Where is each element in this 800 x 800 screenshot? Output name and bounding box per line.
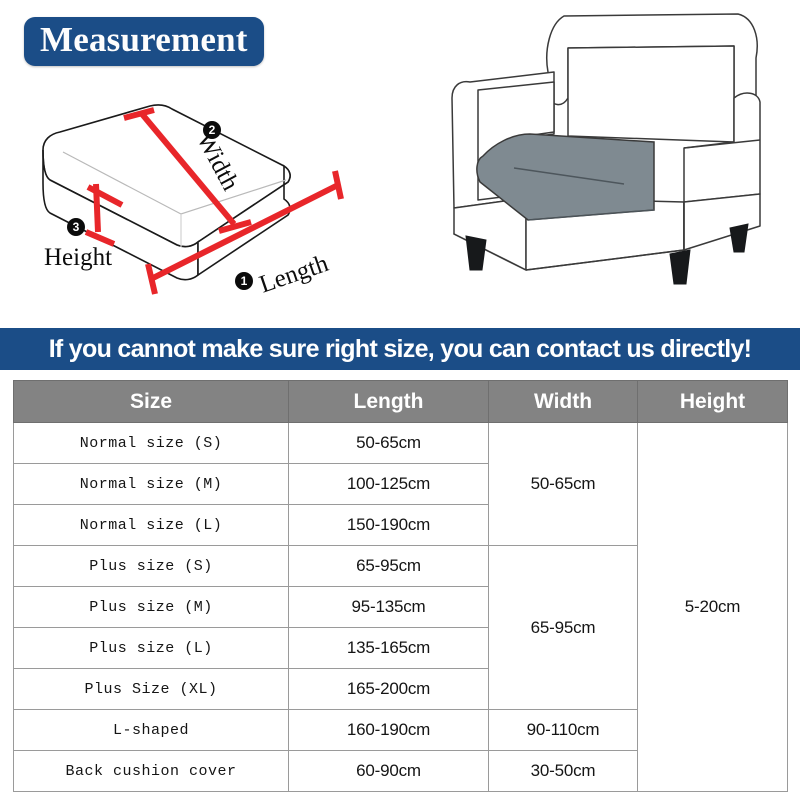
cell-length: 60-90cm [288, 750, 489, 792]
contact-banner: If you cannot make sure right size, you … [0, 328, 800, 370]
measurement-title-badge: Measurement [24, 17, 264, 66]
cell-size: Normal size (M) [13, 463, 289, 505]
marker-1-icon: 1 [235, 272, 253, 290]
seat-cushion-front-edge [527, 209, 655, 221]
size-table: Size Length Width Height Normal size (S)… [13, 380, 788, 792]
marker-2-icon: 2 [203, 121, 221, 139]
cell-width: 90-110cm [488, 709, 638, 751]
cell-width: 30-50cm [488, 750, 638, 792]
cell-height: 5-20cm [637, 422, 788, 792]
cell-length: 100-125cm [288, 463, 489, 505]
cell-size: Normal size (S) [13, 422, 289, 464]
cell-size: Normal size (L) [13, 504, 289, 546]
table-row: Plus size (M) 95-135cm [13, 586, 788, 628]
illustration-area: Measurement [0, 0, 800, 325]
cell-length: 65-95cm [288, 545, 489, 587]
cell-width: 50-65cm [488, 422, 638, 546]
chair-right-arm [683, 92, 761, 203]
table-row: Normal size (L) 150-190cm [13, 504, 788, 546]
marker-3-icon: 3 [67, 218, 85, 236]
chair-leg-front-right [669, 249, 691, 285]
table-header-row: Size Length Width Height [13, 380, 788, 423]
chair-back-panel [567, 45, 735, 143]
cell-length: 135-165cm [288, 627, 489, 669]
cell-length: 95-135cm [288, 586, 489, 628]
cushion-diagram-svg [42, 104, 344, 295]
table-row: Back cushion cover 60-90cm 30-50cm [13, 750, 788, 792]
col-header-height: Height [637, 380, 788, 423]
height-measure-line [84, 183, 124, 247]
chair-leg-front-left [465, 235, 487, 271]
chair-right-arm-seam [683, 139, 761, 149]
cell-size: Plus size (M) [13, 586, 289, 628]
chair-leg-back-right [729, 223, 749, 253]
col-header-width: Width [488, 380, 638, 423]
cell-size: Back cushion cover [13, 750, 289, 792]
cell-length: 160-190cm [288, 709, 489, 751]
seat-cushion-seam [513, 167, 625, 185]
length-measure-line [145, 170, 344, 295]
contact-banner-text: If you cannot make sure right size, you … [48, 335, 752, 363]
cell-length: 150-190cm [288, 504, 489, 546]
cell-size: L-shaped [13, 709, 289, 751]
col-header-length: Length [288, 380, 489, 423]
table-row: L-shaped 160-190cm 90-110cm [13, 709, 788, 751]
armchair-svg [451, 13, 761, 285]
cell-size: Plus size (S) [13, 545, 289, 587]
chair-right-skirt [683, 193, 761, 251]
width-measure-line [123, 107, 252, 234]
table-body: Normal size (S) 50-65cm 50-65cm 5-20cm Norma… [13, 422, 788, 792]
table-row: Plus size (S) 65-95cm 65-95cm [13, 545, 788, 710]
page-title: Measurement [40, 20, 248, 59]
cell-size: Plus Size (XL) [13, 668, 289, 710]
height-label: Height [44, 244, 113, 271]
cell-size: Plus size (L) [13, 627, 289, 669]
cell-width: 65-95cm [488, 545, 638, 710]
cell-length: 50-65cm [288, 422, 489, 464]
cell-length: 165-200cm [288, 668, 489, 710]
col-header-size: Size [13, 380, 289, 423]
size-table-wrap: Size Length Width Height Normal size (S)… [13, 380, 788, 792]
table-row: Plus Size (XL) 165-200cm [13, 668, 788, 710]
table-row: Normal size (S) 50-65cm 50-65cm 5-20cm [13, 422, 788, 792]
